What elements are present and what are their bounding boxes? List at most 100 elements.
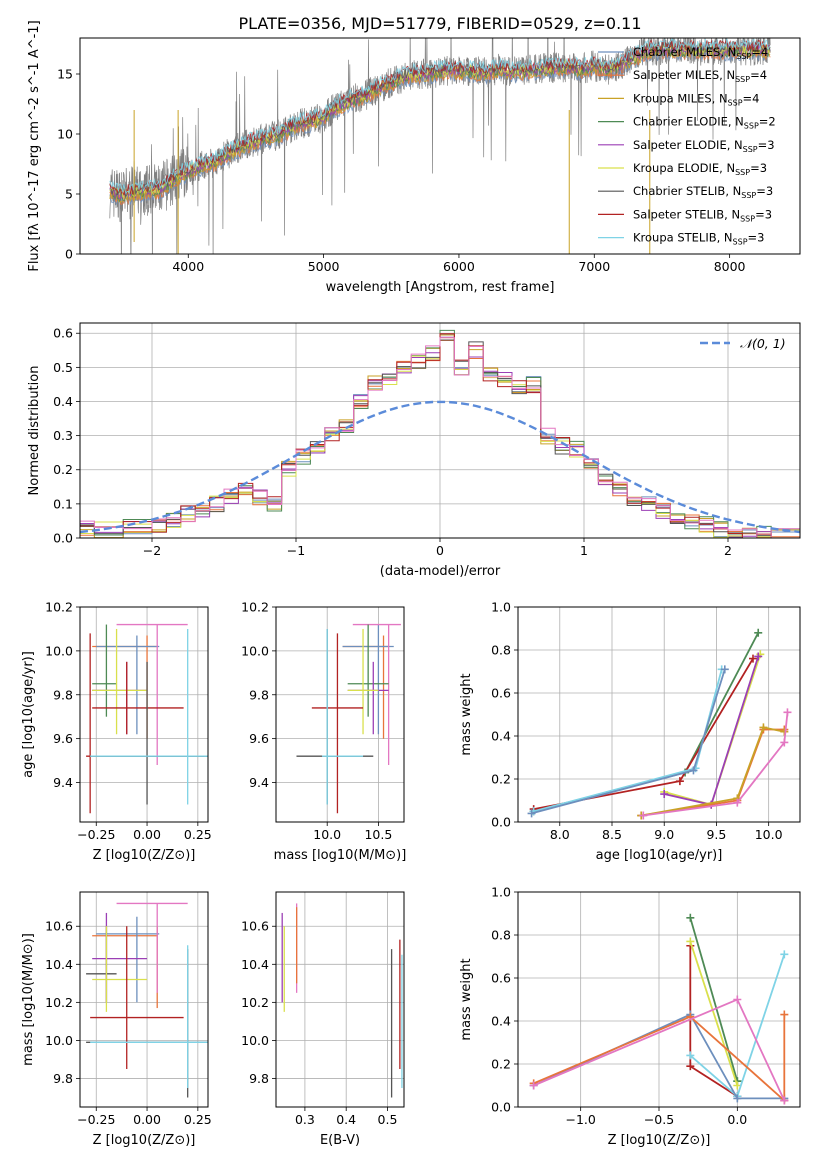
y-tick-label: 9.4 — [249, 775, 269, 790]
age_vs_Z-plot-area — [86, 623, 208, 814]
y-tick-label: 9.8 — [53, 687, 73, 702]
weight-marker — [686, 913, 695, 922]
x-tick-label: 4000 — [172, 259, 204, 274]
x-tick-label: 10.5 — [364, 827, 392, 842]
x-tick-label: 8000 — [714, 259, 746, 274]
weight-marker — [720, 665, 729, 674]
x-tick-label: 0 — [436, 543, 444, 558]
y-tick-label: 0.8 — [491, 643, 511, 658]
y-tick-label: 0.1 — [53, 496, 73, 511]
y-tick-label: 10.0 — [241, 1033, 269, 1048]
legend-entry: Salpeter MILES, NSSP=4 — [633, 68, 767, 84]
figure-title: PLATE=0356, MJD=51779, FIBERID=0529, z=0… — [238, 14, 641, 33]
weight_vs_age-panel: 8.0 8.5 9.0 9.5 10.0 0.0 0.2 0.4 0.6 0.8 1.0 age [l… — [459, 600, 801, 863]
residuals-legend: 𝒩(0, 1) — [700, 336, 786, 351]
weight-line — [689, 917, 739, 1082]
legend-entry: Chabrier STELIB, NSSP=3 — [633, 184, 773, 200]
x-axis-label: E(B-V) — [320, 1133, 360, 1148]
model-line — [109, 38, 771, 195]
x-axis-label: mass [log10(M/M⊙)] — [274, 848, 407, 863]
y-tick-label: 9.6 — [249, 731, 269, 746]
weight_vs_age-plot-area — [527, 628, 792, 820]
x-axis-label: wavelength [Angstrom, rest frame] — [326, 280, 555, 295]
y-tick-label: 0.0 — [491, 815, 511, 830]
spectrum-panel: 4000 5000 6000 7000 8000 0 5 10 15 wavelength [An… — [27, 20, 801, 295]
y-axis-label: age [log10(age/yr)] — [21, 651, 36, 778]
weight-marker — [686, 1051, 695, 1060]
y-tick-label: 9.6 — [53, 731, 73, 746]
axes-frame — [517, 891, 801, 1108]
x-tick-label: 2 — [724, 543, 732, 558]
y-tick-label: 0.6 — [53, 326, 73, 341]
x-tick-label: 8.0 — [550, 827, 570, 842]
weight-marker — [675, 777, 684, 786]
weight-marker — [689, 766, 698, 775]
x-tick-label: 0.00 — [133, 1112, 161, 1127]
spectrum-legend: Chabrier MILES, NSSP=4 Salpeter MILES, NS… — [598, 45, 776, 247]
weight-marker — [733, 995, 742, 1004]
weight-marker — [639, 811, 648, 820]
residuals-panel: −2 −1 0 1 2 0.0 0.1 0.2 0.3 0.4 0.5 0.6 (data-model)… — [27, 322, 801, 579]
weight-marker — [783, 708, 792, 717]
age_vs_mass-plot-area — [296, 623, 401, 814]
y-tick-label: 0 — [65, 247, 73, 262]
x-tick-label: −1.0 — [565, 1112, 595, 1127]
y-tick-label: 1.0 — [491, 600, 511, 615]
x-axis-label: Z [log10(Z/Z⊙)] — [93, 848, 196, 863]
y-tick-label: 0.3 — [53, 428, 73, 443]
spectrum-plot-area — [109, 38, 771, 254]
legend-entry: 𝒩(0, 1) — [740, 336, 786, 351]
y-axis-label: mass weight — [459, 958, 474, 1040]
x-tick-label: −0.25 — [77, 827, 115, 842]
legend-entry: Chabrier ELODIE, NSSP=2 — [633, 115, 776, 131]
normal-curve — [80, 400, 800, 534]
y-tick-label: 10.6 — [45, 919, 73, 934]
weight-marker — [780, 1010, 789, 1019]
x-tick-label: 8.5 — [602, 827, 622, 842]
x-axis-label: (data-model)/error — [380, 564, 501, 579]
weight-marker — [733, 798, 742, 807]
mass_vs_Z-plot-area — [86, 902, 208, 1098]
model-line — [109, 40, 771, 198]
x-tick-label: −1 — [287, 543, 305, 558]
weight-marker — [780, 950, 789, 959]
weight_vs_Z-plot-area — [529, 913, 789, 1105]
legend-entry: Kroupa MILES, NSSP=4 — [633, 91, 759, 107]
x-tick-label: 6000 — [443, 259, 475, 274]
y-tick-label: 9.8 — [53, 1071, 73, 1086]
weight-line — [643, 712, 789, 817]
y-tick-label: 10.0 — [45, 643, 73, 658]
age_vs_Z-panel: −0.25 0.00 0.25 9.4 9.6 9.8 10.0 10.2 Z [log10(Z… — [21, 600, 212, 864]
y-tick-label: 0.0 — [53, 531, 73, 546]
weight-line — [533, 669, 723, 813]
y-tick-label: 10 — [57, 127, 73, 142]
x-tick-label: 10.0 — [755, 827, 783, 842]
mass_vs_Z-panel: −0.25 0.00 0.25 9.8 10.0 10.2 10.4 10.6 Z [log10… — [21, 891, 212, 1148]
x-tick-label: 0.3 — [295, 1112, 315, 1127]
y-axis-label: mass weight — [459, 673, 474, 755]
legend-entry: Chabrier MILES, NSSP=4 — [633, 45, 768, 61]
weight-marker — [529, 1081, 538, 1090]
weight-line — [533, 632, 759, 813]
weight-marker — [686, 937, 695, 946]
weight-marker — [780, 1096, 789, 1105]
x-tick-label: 5000 — [308, 259, 340, 274]
age_vs_mass-panel: 10.0 10.5 9.4 9.6 9.8 10.0 10.2 mass [log10(M/M… — [241, 600, 406, 864]
y-tick-label: 10.2 — [241, 995, 269, 1010]
x-tick-label: −2 — [143, 543, 161, 558]
x-tick-label: 10.0 — [313, 827, 341, 842]
weight-marker — [686, 1062, 695, 1071]
y-tick-label: 10.0 — [241, 643, 269, 658]
x-tick-label: 9.5 — [706, 827, 726, 842]
legend-entry: Salpeter ELODIE, NSSP=3 — [633, 138, 775, 154]
x-axis-label: Z [log10(Z/Z⊙)] — [608, 1133, 711, 1148]
y-tick-label: 0.8 — [491, 928, 511, 943]
y-tick-label: 0.4 — [53, 394, 73, 409]
y-axis-label: Flux [fλ 10^-17 erg cm^-2 s^-1 A^-1] — [27, 20, 42, 271]
legend-entry: Kroupa ELODIE, NSSP=3 — [633, 161, 767, 177]
weight-marker — [527, 809, 536, 818]
y-tick-label: 10.4 — [45, 957, 73, 972]
x-tick-label: 7000 — [578, 259, 610, 274]
mass_vs_ebv-plot-area — [281, 903, 403, 1098]
